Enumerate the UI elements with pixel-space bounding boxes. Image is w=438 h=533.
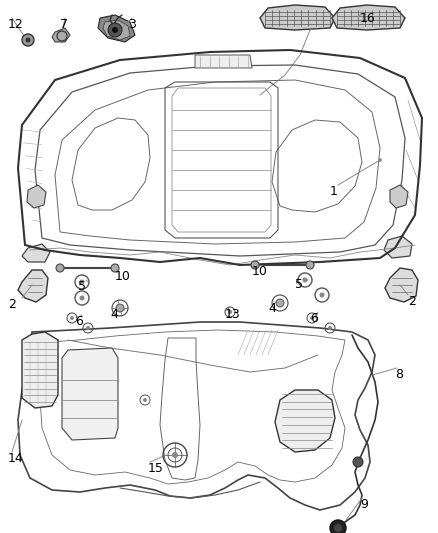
Polygon shape [384, 236, 412, 258]
Circle shape [330, 520, 346, 533]
Circle shape [334, 524, 342, 532]
Circle shape [172, 452, 178, 458]
Circle shape [56, 264, 64, 272]
Text: 6: 6 [75, 315, 83, 328]
Text: 6: 6 [310, 312, 318, 325]
Text: 13: 13 [225, 308, 241, 321]
Circle shape [80, 295, 85, 301]
Text: 2: 2 [8, 298, 16, 311]
Circle shape [111, 264, 119, 272]
Text: 15: 15 [148, 462, 164, 475]
Circle shape [112, 27, 118, 33]
Polygon shape [275, 390, 335, 452]
Circle shape [303, 278, 307, 282]
Circle shape [310, 316, 314, 320]
Text: 16: 16 [360, 12, 376, 25]
Text: 5: 5 [78, 280, 86, 293]
Circle shape [108, 23, 122, 37]
Circle shape [25, 37, 31, 43]
Polygon shape [385, 268, 418, 302]
Text: 5: 5 [295, 278, 303, 291]
Text: 14: 14 [8, 452, 24, 465]
Text: 4: 4 [110, 308, 118, 321]
Circle shape [319, 293, 325, 297]
Polygon shape [62, 348, 118, 440]
Circle shape [22, 34, 34, 46]
Circle shape [143, 398, 147, 402]
Circle shape [276, 299, 284, 307]
Polygon shape [27, 185, 46, 208]
Polygon shape [390, 185, 408, 208]
Polygon shape [22, 244, 50, 262]
Text: 4: 4 [268, 302, 276, 315]
Text: 9: 9 [360, 498, 368, 511]
Polygon shape [103, 20, 130, 40]
Polygon shape [52, 28, 70, 42]
Text: 1: 1 [330, 185, 338, 198]
Text: 10: 10 [252, 265, 268, 278]
Circle shape [70, 316, 74, 320]
Polygon shape [332, 5, 405, 30]
Text: 8: 8 [395, 368, 403, 381]
Polygon shape [195, 55, 252, 68]
Text: 12: 12 [8, 18, 24, 31]
Circle shape [306, 261, 314, 269]
Circle shape [80, 279, 85, 285]
Circle shape [251, 261, 259, 269]
Circle shape [116, 304, 124, 312]
Text: 7: 7 [60, 18, 68, 31]
Circle shape [353, 457, 363, 467]
Polygon shape [98, 15, 135, 42]
Circle shape [378, 158, 381, 161]
Circle shape [86, 326, 90, 330]
Circle shape [228, 310, 232, 314]
Text: 2: 2 [408, 295, 416, 308]
Text: 3: 3 [128, 18, 136, 31]
Polygon shape [22, 332, 58, 408]
Circle shape [328, 326, 332, 330]
Polygon shape [18, 270, 48, 302]
Text: 10: 10 [115, 270, 131, 283]
Polygon shape [260, 5, 335, 30]
